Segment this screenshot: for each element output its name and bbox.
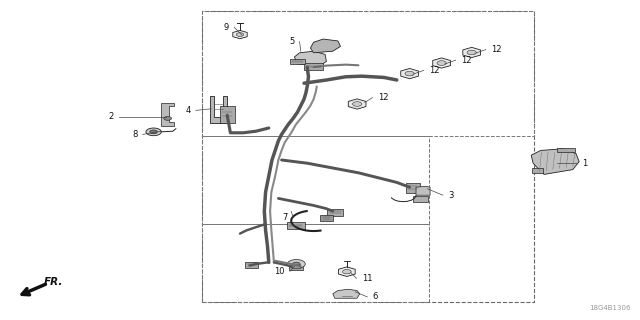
- Circle shape: [467, 50, 476, 55]
- Text: 12: 12: [378, 93, 388, 102]
- Polygon shape: [416, 186, 430, 195]
- Text: FR.: FR.: [44, 277, 63, 287]
- Text: 10: 10: [275, 267, 285, 276]
- Text: 4: 4: [186, 106, 191, 115]
- Circle shape: [405, 71, 414, 76]
- Bar: [328, 209, 344, 216]
- Bar: [245, 262, 258, 268]
- Bar: [290, 59, 305, 64]
- Text: 6: 6: [372, 292, 378, 301]
- Circle shape: [292, 262, 300, 266]
- Polygon shape: [333, 289, 360, 298]
- Text: 11: 11: [362, 274, 372, 283]
- Text: 1: 1: [582, 159, 588, 168]
- Bar: [304, 63, 323, 70]
- Polygon shape: [161, 103, 174, 126]
- Circle shape: [146, 128, 161, 136]
- Polygon shape: [413, 196, 428, 202]
- Text: 9: 9: [224, 23, 229, 32]
- Bar: [202, 224, 429, 302]
- Text: 7: 7: [283, 213, 288, 222]
- Text: 18G4B1306: 18G4B1306: [589, 305, 630, 311]
- Polygon shape: [531, 149, 579, 174]
- Bar: [289, 265, 303, 270]
- Text: 5: 5: [289, 37, 294, 46]
- Bar: [406, 183, 420, 193]
- Circle shape: [353, 102, 362, 106]
- Text: 12: 12: [461, 56, 471, 65]
- Bar: [220, 106, 235, 123]
- Circle shape: [150, 130, 157, 134]
- Polygon shape: [210, 96, 227, 123]
- Circle shape: [287, 260, 305, 268]
- Polygon shape: [292, 265, 301, 269]
- Polygon shape: [557, 148, 575, 152]
- Bar: [320, 215, 333, 221]
- Text: 8: 8: [132, 130, 138, 139]
- Text: 2: 2: [109, 112, 114, 121]
- Bar: [202, 11, 534, 302]
- Bar: [202, 11, 534, 136]
- Circle shape: [236, 33, 244, 36]
- Polygon shape: [532, 168, 543, 173]
- Polygon shape: [310, 39, 340, 53]
- Circle shape: [437, 61, 446, 65]
- Polygon shape: [294, 51, 326, 66]
- Bar: [287, 222, 305, 229]
- Circle shape: [164, 116, 172, 120]
- Text: 12: 12: [429, 66, 439, 75]
- Text: 12: 12: [491, 45, 501, 54]
- Circle shape: [342, 269, 351, 274]
- Bar: [202, 136, 429, 224]
- Text: 3: 3: [448, 191, 453, 200]
